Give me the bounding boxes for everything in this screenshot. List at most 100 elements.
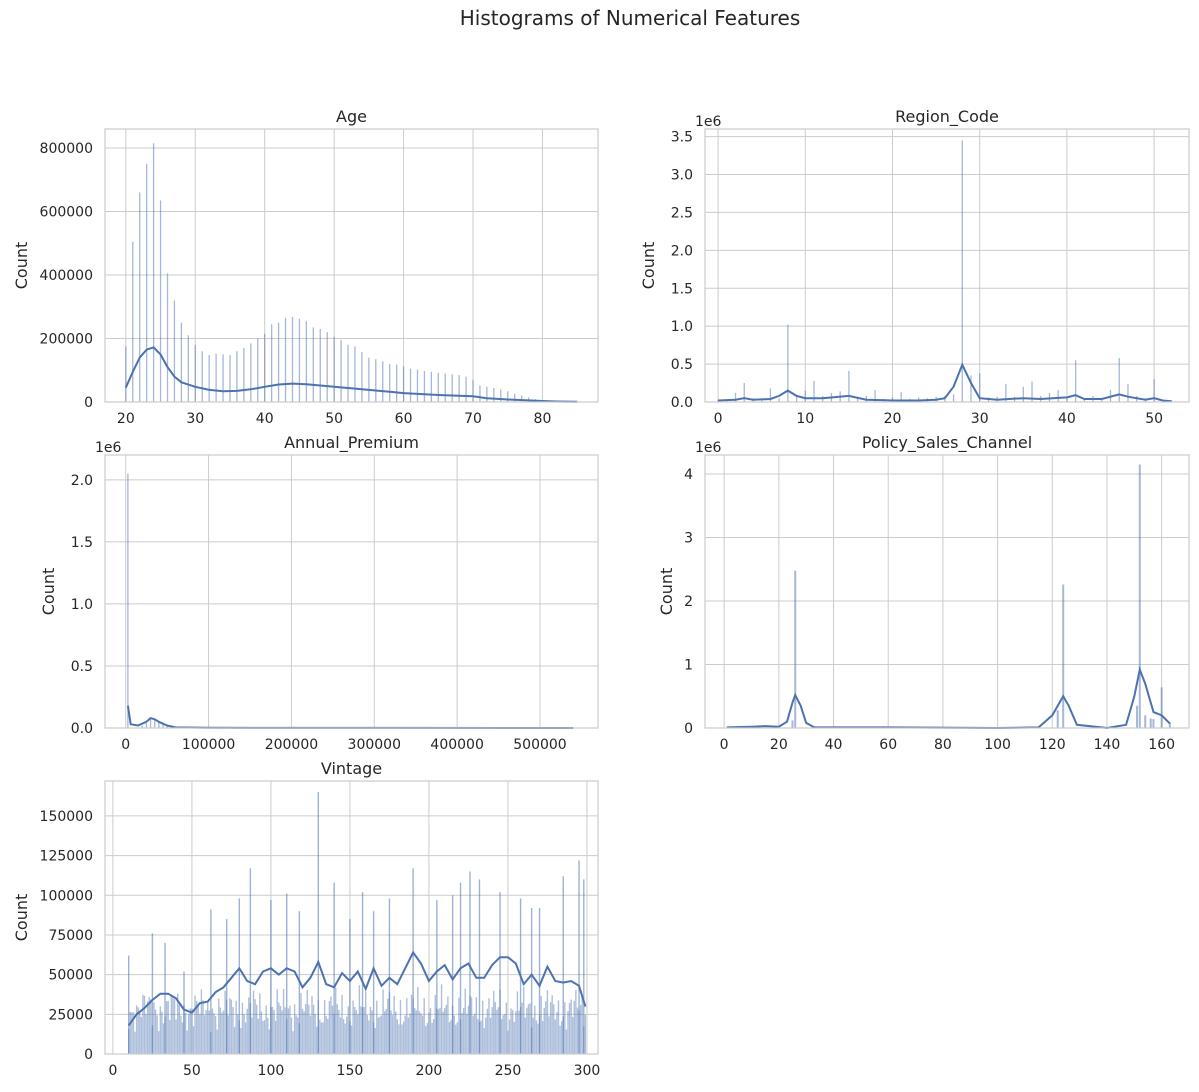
histogram-bar [553, 1004, 555, 1054]
histogram-bar [156, 1015, 158, 1054]
histogram-bar [514, 393, 516, 402]
histogram-bar [233, 1027, 236, 1054]
histogram-bar [451, 374, 453, 402]
histogram-bar [360, 1006, 362, 1054]
histogram-bar [1149, 718, 1152, 728]
plot-frame [704, 128, 1190, 403]
histogram-bar [402, 366, 405, 402]
histogram-bar [221, 1012, 223, 1054]
histogram-bar [229, 998, 231, 1054]
histogram-bar [300, 993, 302, 1054]
histogram-bar [478, 879, 481, 1054]
x-tick-label: 40 [1058, 411, 1076, 427]
histogram-bar [192, 1026, 195, 1054]
histogram-bar [173, 300, 176, 402]
histogram-bar [546, 990, 549, 1054]
histogram-bar [431, 1022, 433, 1054]
histogram-bar [291, 316, 294, 402]
histogram-bar [131, 1012, 133, 1054]
histogram-bar [268, 1029, 271, 1054]
panel-title: Annual_Premium [284, 433, 419, 453]
histogram-bar [341, 994, 343, 1054]
y-tick-label: 800000 [40, 141, 93, 157]
histogram-bar [188, 1013, 190, 1054]
kde-line [726, 666, 1171, 730]
histogram-bar [316, 1026, 318, 1054]
histogram-bar [551, 995, 553, 1054]
y-tick-label: 0 [84, 395, 93, 411]
y-tick-label: 0 [84, 1047, 93, 1063]
histogram-bar [323, 999, 326, 1054]
histogram-bar [444, 1008, 446, 1054]
histogram-bar [379, 1016, 381, 1054]
histogram-bar [538, 907, 541, 1054]
x-tick-label: 300000 [348, 737, 401, 753]
histogram-bar [389, 363, 391, 402]
histogram-bar [183, 971, 185, 1054]
histogram-bar [474, 1013, 476, 1054]
histogram-bar [726, 400, 728, 402]
histogram-bar [557, 1000, 560, 1054]
y-tick-label: 3 [684, 531, 693, 547]
histogram-bar [344, 1023, 346, 1054]
histogram-bar [127, 473, 129, 728]
y-tick-label: 150000 [40, 809, 93, 825]
histogram-bar [230, 999, 233, 1054]
histogram-bar [464, 988, 466, 1054]
histogram-bar [274, 1020, 277, 1054]
histogram-bar [149, 718, 152, 728]
histogram-bar [306, 989, 308, 1054]
x-tick-label: 250 [495, 1063, 522, 1079]
histogram-bar [334, 987, 337, 1054]
histogram-bar [363, 1006, 365, 1054]
histogram-panel-2: 0 10 20 30 40 50 0.0 0.5 1.0 1.5 2.0 2.5 3.0 3.5 Regio… [639, 107, 1190, 427]
y-tick-label: 1.5 [671, 281, 693, 297]
histogram-bar [270, 900, 272, 1054]
histogram-bar [390, 1010, 392, 1054]
histogram-bar [409, 1013, 411, 1054]
kde-line [126, 705, 574, 729]
histogram-bar [158, 721, 160, 728]
y-tick-label: 0.0 [671, 395, 693, 411]
histogram-bar [339, 1017, 342, 1054]
histogram-bar [541, 1020, 544, 1054]
histogram-bar [462, 1007, 465, 1054]
x-tick-label: 50 [183, 1063, 201, 1079]
y-tick-label: 600000 [40, 205, 93, 221]
histogram-bar [488, 998, 490, 1054]
histogram-bar [787, 324, 789, 402]
y-tick-label: 0.5 [71, 659, 93, 675]
histogram-bar [401, 1024, 403, 1054]
histogram-bar [322, 1022, 324, 1054]
histogram-bar [331, 1005, 334, 1054]
x-tick-label: 20 [117, 411, 135, 427]
histogram-bar [257, 1018, 259, 1054]
y-tick-label: 3.0 [671, 168, 693, 184]
histogram-bar [472, 379, 474, 402]
histogram-bar [523, 986, 525, 1054]
y-scale-offset: 1e6 [95, 440, 122, 456]
histogram-bar [361, 351, 363, 402]
histogram-bar [227, 1015, 229, 1054]
histogram-bar [1136, 705, 1139, 728]
histogram-bar [434, 994, 436, 1054]
histogram-bar [493, 990, 495, 1054]
histogram-bar [277, 322, 280, 402]
x-tick-label: 100000 [182, 737, 235, 753]
histogram-bar [349, 919, 351, 1054]
histogram-bar [267, 1017, 269, 1054]
histogram-bar [286, 893, 288, 1054]
histogram-bar [1005, 383, 1007, 402]
histogram-bar [295, 1015, 297, 1054]
histogram-bar [1101, 399, 1103, 402]
histogram-bar [166, 725, 168, 728]
histogram-bar [166, 273, 169, 402]
histogram-bar [388, 898, 391, 1054]
histogram-bar [491, 1007, 493, 1054]
histogram-bar [466, 1013, 468, 1054]
histogram-bar [535, 1020, 538, 1054]
y-tick-label: 75000 [48, 928, 93, 944]
histogram-bar [237, 1014, 239, 1054]
histogram-bar [180, 322, 183, 402]
histogram-bar [567, 1011, 569, 1054]
